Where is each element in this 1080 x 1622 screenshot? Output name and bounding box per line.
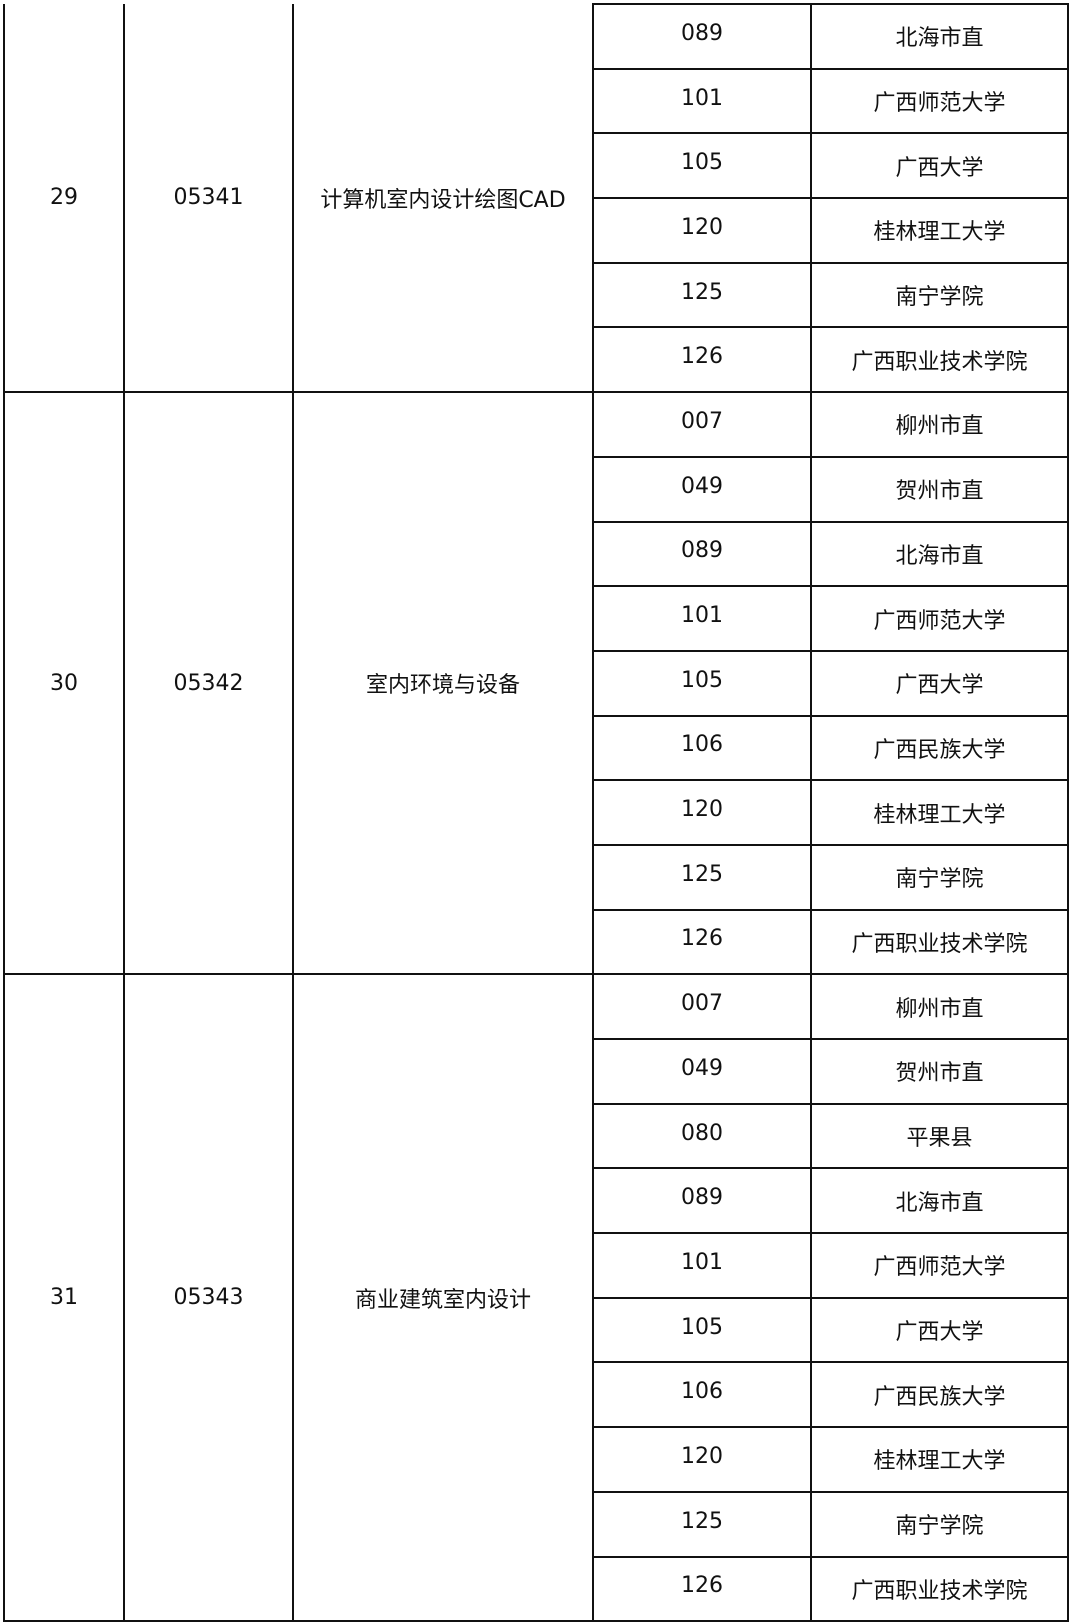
school-code: 125 bbox=[592, 261, 812, 329]
school-code: 120 bbox=[592, 1426, 812, 1493]
table-row: 125 南宁学院 bbox=[4, 843, 1069, 911]
course-name: 商业建筑室内设计 bbox=[292, 973, 594, 1622]
table-row: 126 广西职业技术学院 bbox=[4, 326, 1069, 394]
table-row: 120 桂林理工大学 bbox=[4, 197, 1069, 264]
table-row: 089 北海市直 bbox=[4, 520, 1069, 588]
school-name: 贺州市直 bbox=[810, 455, 1069, 523]
table-row: 125 南宁学院 bbox=[4, 261, 1069, 329]
table-row: 101 广西师范大学 bbox=[4, 1232, 1069, 1299]
school-code: 125 bbox=[592, 843, 812, 911]
school-name: 广西师范大学 bbox=[810, 1232, 1069, 1299]
school-code: 106 bbox=[592, 714, 812, 782]
school-code: 120 bbox=[592, 197, 812, 264]
school-name: 平果县 bbox=[810, 1102, 1069, 1170]
table-row: 049 贺州市直 bbox=[4, 455, 1069, 523]
table-row: 105 广西大学 bbox=[4, 1296, 1069, 1364]
school-name: 广西民族大学 bbox=[810, 1361, 1069, 1429]
table-row: 080 平果县 bbox=[4, 1102, 1069, 1170]
school-name: 桂林理工大学 bbox=[810, 779, 1069, 846]
school-name: 南宁学院 bbox=[810, 261, 1069, 329]
school-name: 南宁学院 bbox=[810, 843, 1069, 911]
school-code: 105 bbox=[592, 132, 812, 200]
school-name: 广西民族大学 bbox=[810, 714, 1069, 782]
school-name: 广西大学 bbox=[810, 1296, 1069, 1364]
school-name: 广西职业技术学院 bbox=[810, 908, 1069, 976]
school-name: 广西大学 bbox=[810, 132, 1069, 200]
school-code: 105 bbox=[592, 1296, 812, 1364]
school-name: 桂林理工大学 bbox=[810, 197, 1069, 264]
school-code: 049 bbox=[592, 455, 812, 523]
exam-course-table: 29 05341 计算机室内设计绘图CAD 089 北海市直 101 广西师范大学 105 广西… bbox=[3, 3, 1069, 1622]
row-index: 31 bbox=[3, 973, 125, 1622]
school-name: 柳州市直 bbox=[810, 391, 1069, 458]
table-row: 106 广西民族大学 bbox=[4, 1361, 1069, 1429]
school-name: 南宁学院 bbox=[810, 1490, 1069, 1558]
table-row: 101 广西师范大学 bbox=[4, 585, 1069, 652]
row-index: 30 bbox=[3, 391, 125, 976]
school-name: 广西职业技术学院 bbox=[810, 1555, 1069, 1622]
school-code: 049 bbox=[592, 1038, 812, 1105]
school-code: 126 bbox=[592, 908, 812, 976]
school-code: 007 bbox=[592, 391, 812, 458]
school-name: 广西职业技术学院 bbox=[810, 326, 1069, 394]
course-code: 05341 bbox=[123, 4, 294, 394]
school-code: 089 bbox=[592, 3, 812, 70]
table-row: 120 桂林理工大学 bbox=[4, 779, 1069, 846]
table-row: 120 桂林理工大学 bbox=[4, 1426, 1069, 1493]
course-name: 室内环境与设备 bbox=[292, 391, 594, 976]
school-code: 089 bbox=[592, 520, 812, 588]
school-code: 101 bbox=[592, 585, 812, 652]
course-code: 05343 bbox=[123, 973, 294, 1622]
school-name: 北海市直 bbox=[810, 3, 1069, 70]
school-code: 120 bbox=[592, 779, 812, 846]
school-code: 080 bbox=[592, 1102, 812, 1170]
school-name: 北海市直 bbox=[810, 520, 1069, 588]
course-name: 计算机室内设计绘图CAD bbox=[292, 4, 594, 394]
school-code: 089 bbox=[592, 1167, 812, 1235]
table-row: 29 05341 计算机室内设计绘图CAD 089 北海市直 bbox=[3, 3, 1069, 394]
table-row: 101 广西师范大学 bbox=[4, 67, 1069, 135]
school-name: 广西师范大学 bbox=[810, 585, 1069, 652]
table-row: 106 广西民族大学 bbox=[4, 714, 1069, 782]
school-name: 桂林理工大学 bbox=[810, 1426, 1069, 1493]
school-name: 广西师范大学 bbox=[810, 67, 1069, 135]
table-row: 30 05342 室内环境与设备 007 柳州市直 bbox=[3, 391, 1069, 976]
school-code: 125 bbox=[592, 1490, 812, 1558]
row-index: 29 bbox=[3, 4, 125, 394]
table-row: 105 广西大学 bbox=[4, 649, 1069, 717]
school-code: 101 bbox=[592, 67, 812, 135]
table-row: 31 05343 商业建筑室内设计 007 柳州市直 bbox=[3, 973, 1069, 1622]
school-name: 广西大学 bbox=[810, 649, 1069, 717]
course-code: 05342 bbox=[123, 391, 294, 976]
school-code: 126 bbox=[592, 326, 812, 394]
school-code: 106 bbox=[592, 1361, 812, 1429]
table-row: 089 北海市直 bbox=[4, 1167, 1069, 1235]
school-code: 101 bbox=[592, 1232, 812, 1299]
school-code: 105 bbox=[592, 649, 812, 717]
table-row: 049 贺州市直 bbox=[4, 1038, 1069, 1105]
table-row: 105 广西大学 bbox=[4, 132, 1069, 200]
school-code: 126 bbox=[592, 1555, 812, 1622]
table-row: 126 广西职业技术学院 bbox=[4, 908, 1069, 976]
school-name: 贺州市直 bbox=[810, 1038, 1069, 1105]
school-code: 007 bbox=[592, 973, 812, 1040]
school-name: 北海市直 bbox=[810, 1167, 1069, 1235]
school-name: 柳州市直 bbox=[810, 973, 1069, 1040]
